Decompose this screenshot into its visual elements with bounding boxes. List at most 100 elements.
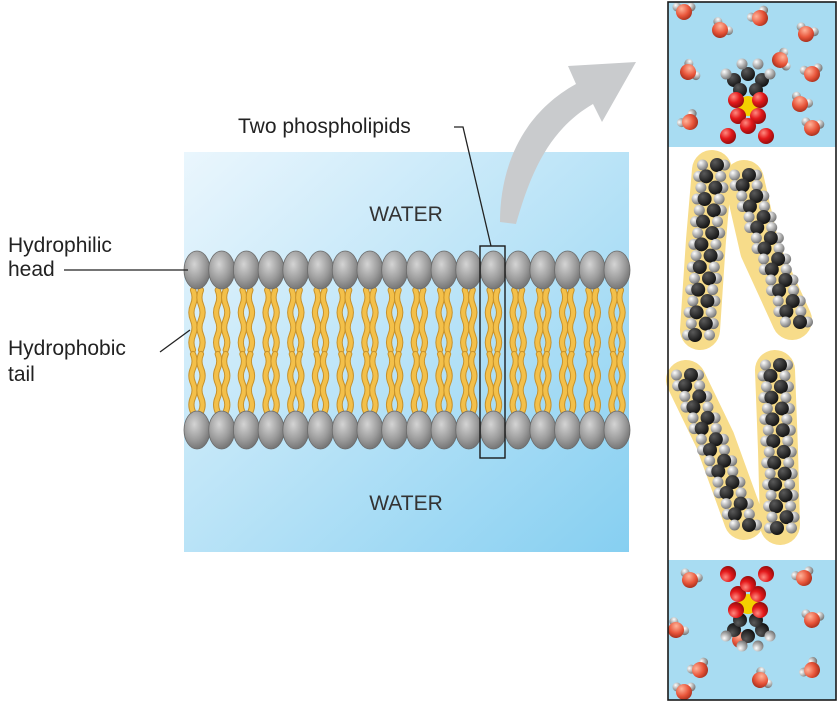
- phospholipid-head-icon: [208, 250, 236, 290]
- water-molecule-icon: [668, 617, 690, 638]
- hydrogen-atom: [750, 232, 762, 244]
- water-molecule-icon: [772, 47, 791, 71]
- fatty-acid-tail-icon: [461, 287, 469, 353]
- carbon-atom: [766, 434, 781, 449]
- phospholipid-head-icon: [331, 410, 359, 450]
- hydrogen-atom: [736, 58, 748, 70]
- carbon-atom: [698, 316, 713, 331]
- oxygen-atom: [752, 92, 768, 108]
- head-layer-bottom: [183, 410, 631, 450]
- carbon-atom: [778, 273, 793, 287]
- hydrogen-atom: [764, 468, 776, 480]
- hydrogen-atom: [743, 211, 755, 223]
- phospholipid-head-icon: [554, 250, 581, 290]
- water-label-bottom: WATER: [369, 492, 443, 515]
- hydrogen-atom: [687, 295, 699, 307]
- oxygen-atom: [750, 108, 766, 124]
- carbon-atom: [699, 169, 714, 184]
- fatty-acid-tail-icon: [535, 351, 543, 415]
- hydrogen-atom: [685, 318, 697, 330]
- phospholipid-head-icon: [183, 410, 211, 450]
- carbon-atom: [756, 210, 771, 224]
- fatty-acid-tail-icon: [461, 351, 469, 415]
- hydrogen-atom: [758, 253, 770, 265]
- carbon-atom: [700, 294, 715, 308]
- phospholipid-head-icon: [578, 250, 606, 290]
- hydrogen-atom: [782, 435, 794, 447]
- hydrogen-atom: [712, 216, 723, 228]
- oxygen-atom: [758, 566, 774, 582]
- hydrogen-atom: [786, 522, 797, 534]
- hydrogen-atom: [784, 479, 796, 491]
- carbon-atom: [686, 400, 701, 415]
- fatty-acid-tail-icon: [444, 351, 452, 415]
- fatty-acid-tail-icon: [469, 351, 477, 415]
- carbon-atom: [765, 412, 780, 427]
- hydrogen-atom: [764, 68, 776, 80]
- fatty-acid-tail-icon: [485, 287, 494, 353]
- phospholipid-head-icon: [331, 250, 359, 290]
- hydrogen-atom: [671, 369, 682, 381]
- fatty-acid-tail-icon: [617, 287, 625, 353]
- carbon-atom: [727, 507, 742, 522]
- space-filling-model-panel: [666, 1, 837, 701]
- fatty-acid-tail-icon: [337, 287, 345, 353]
- phospholipid-head-icon: [282, 250, 310, 290]
- carbon-atom: [742, 518, 756, 532]
- fatty-acid-tail-icon: [288, 287, 296, 353]
- carbon-atom: [775, 423, 790, 438]
- oxygen-atom: [720, 128, 736, 144]
- oxygen-atom: [740, 576, 756, 592]
- fatty-acid-tail-icon: [411, 351, 420, 415]
- carbon-atom: [691, 282, 706, 297]
- hydrogen-atom: [773, 243, 785, 254]
- phospholipid-head-icon: [529, 250, 557, 290]
- fatty-acid-tail-icon: [246, 287, 255, 353]
- fatty-acid-tail-icon: [214, 287, 222, 353]
- phospholipid-head-icon: [405, 410, 433, 450]
- carbon-atom: [725, 475, 740, 490]
- carbon-atom: [779, 304, 794, 319]
- phospholipid-head-icon: [233, 250, 260, 290]
- fatty-acid-tail-icon: [609, 351, 617, 415]
- phospholipid-head-icon: [455, 250, 483, 290]
- hydrogen-atom: [689, 272, 700, 284]
- hydrogen-atom: [720, 498, 732, 510]
- oxygen-atom: [730, 108, 746, 124]
- hydrogen-atom: [765, 489, 777, 501]
- hydrogen-atom: [766, 511, 778, 523]
- oxygen-atom: [758, 128, 774, 144]
- phospholipid-head-icon: [381, 410, 409, 450]
- carbon-atom: [768, 477, 783, 492]
- carbon-atom: [684, 368, 698, 382]
- hydrogen-atom: [760, 359, 771, 371]
- fatty-acid-tail-icon: [263, 351, 271, 415]
- hydrogen-atom: [679, 390, 691, 402]
- carbon-atom: [741, 67, 755, 81]
- fatty-acid-tail-icon: [312, 287, 321, 353]
- hydrogen-atom: [695, 433, 707, 445]
- carbon-atom: [696, 214, 710, 229]
- carbon-atom: [703, 248, 718, 263]
- fatty-acid-tail-icon: [238, 351, 247, 415]
- carbon-atom: [733, 496, 748, 511]
- phospholipid-head-icon: [381, 250, 409, 290]
- curved-arrow-icon: [500, 62, 636, 224]
- fatty-acid-tail-icon: [337, 351, 345, 415]
- fatty-acid-tail-icon: [584, 351, 592, 415]
- water-molecule-icon: [801, 609, 825, 628]
- fatty-acid-tail-icon: [617, 351, 625, 415]
- hydrogen-atom: [720, 68, 732, 80]
- oxygen-atom: [752, 602, 768, 618]
- oxygen-atom: [728, 602, 744, 618]
- carbon-atom: [703, 443, 717, 457]
- hydrophobic-tails: [188, 286, 626, 416]
- carbon-atom: [749, 189, 764, 203]
- fatty-acid-tail-icon: [567, 351, 576, 415]
- carbon-atom: [694, 421, 709, 436]
- water-molecule-icon: [680, 58, 701, 81]
- water-label-top: WATER: [369, 203, 443, 226]
- fatty-acid-tail-icon: [510, 287, 518, 353]
- phospholipid-molecules: [666, 2, 825, 700]
- hydrogen-atom: [795, 306, 807, 317]
